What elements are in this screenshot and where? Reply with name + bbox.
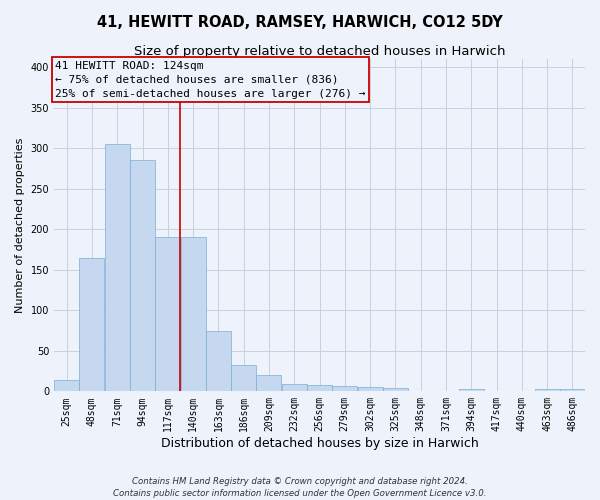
Bar <box>130 160 155 392</box>
Bar <box>105 144 130 392</box>
Text: 41 HEWITT ROAD: 124sqm
← 75% of detached houses are smaller (836)
25% of semi-de: 41 HEWITT ROAD: 124sqm ← 75% of detached… <box>55 61 365 99</box>
X-axis label: Distribution of detached houses by size in Harwich: Distribution of detached houses by size … <box>161 437 478 450</box>
Y-axis label: Number of detached properties: Number of detached properties <box>15 138 25 313</box>
Bar <box>332 386 357 392</box>
Bar <box>459 389 484 392</box>
Bar <box>181 238 206 392</box>
Bar <box>282 384 307 392</box>
Title: Size of property relative to detached houses in Harwich: Size of property relative to detached ho… <box>134 45 505 58</box>
Text: Contains HM Land Registry data © Crown copyright and database right 2024.
Contai: Contains HM Land Registry data © Crown c… <box>113 476 487 498</box>
Bar <box>231 366 256 392</box>
Bar <box>560 389 585 392</box>
Bar <box>535 389 560 392</box>
Bar <box>307 385 332 392</box>
Bar <box>256 375 281 392</box>
Bar <box>383 388 408 392</box>
Bar <box>155 238 180 392</box>
Bar <box>358 388 383 392</box>
Text: 41, HEWITT ROAD, RAMSEY, HARWICH, CO12 5DY: 41, HEWITT ROAD, RAMSEY, HARWICH, CO12 5… <box>97 15 503 30</box>
Bar <box>206 330 231 392</box>
Bar <box>54 380 79 392</box>
Bar <box>79 258 104 392</box>
